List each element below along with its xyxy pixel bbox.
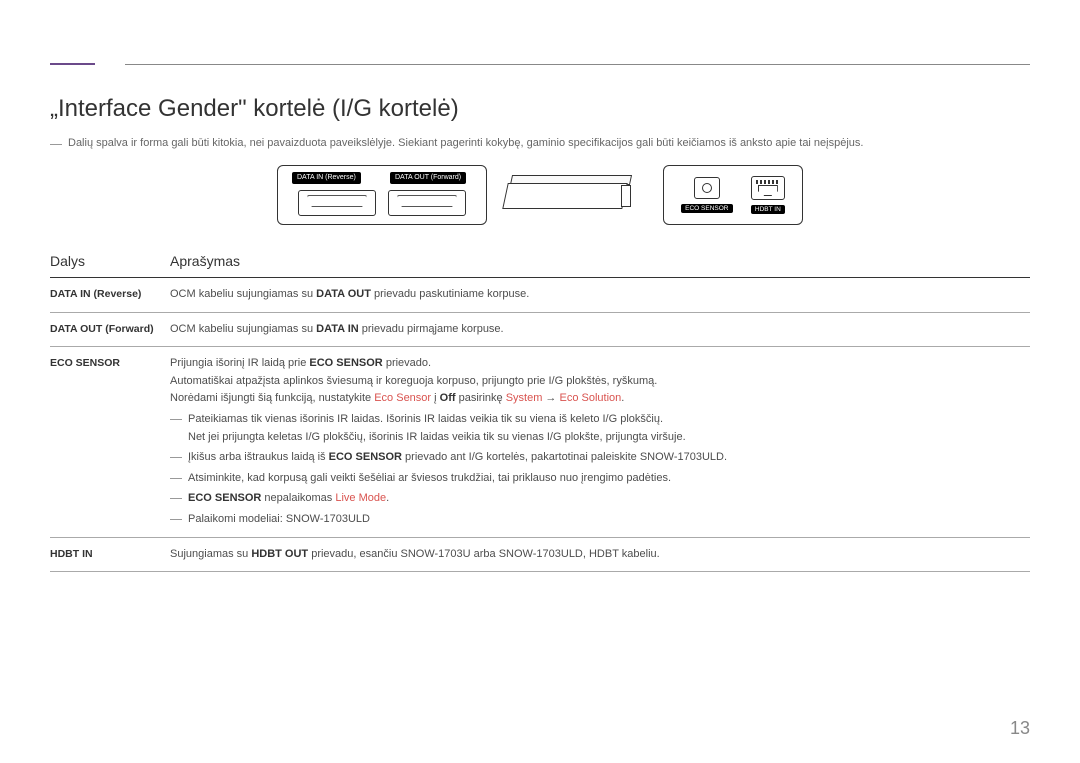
eco-sensor-label: ECO SENSOR <box>681 204 732 213</box>
eco-sensor-icon <box>694 177 720 199</box>
column-header-parts: Dalys <box>50 243 170 278</box>
hdbt-group: HDBT IN <box>751 176 785 214</box>
port-panel: DATA IN (Reverse) DATA OUT (Forward) <box>277 165 487 225</box>
note-bullet: Įkišus arba ištraukus laidą iš ECO SENSO… <box>170 449 1020 467</box>
table-row: HDBT IN Sujungiamas su HDBT OUT prievadu… <box>50 537 1030 572</box>
card-3d-icon <box>505 165 645 223</box>
note-bullet: Pateikiamas tik vienas išorinis IR laida… <box>170 411 1020 429</box>
page-number: 13 <box>1010 718 1030 739</box>
page-title: „Interface Gender" kortelė (I/G kortelė) <box>50 95 1030 123</box>
eco-sensor-group: ECO SENSOR <box>681 177 732 213</box>
part-name: ECO SENSOR <box>50 347 170 537</box>
hdbt-in-label: HDBT IN <box>751 205 785 214</box>
part-desc: Sujungiamas su HDBT OUT prievadu, esanči… <box>170 537 1030 572</box>
data-out-label: DATA OUT (Forward) <box>390 172 466 184</box>
table-row: DATA OUT (Forward) OCM kabeliu sujungiam… <box>50 312 1030 347</box>
note-sub: Net jei prijungta keletas I/G plokščių, … <box>170 429 1020 447</box>
note-bullet: ECO SENSOR nepalaikomas Live Mode. <box>170 490 1020 508</box>
hdmi-port-icon <box>388 190 466 216</box>
card-diagram <box>505 165 645 225</box>
parts-table: Dalys Aprašymas DATA IN (Reverse) OCM ka… <box>50 243 1030 572</box>
part-name: DATA OUT (Forward) <box>50 312 170 347</box>
diagram-row: DATA IN (Reverse) DATA OUT (Forward) ECO… <box>50 165 1030 225</box>
top-note: Dalių spalva ir forma gali būti kitokia,… <box>50 137 1030 149</box>
sensor-panel: ECO SENSOR HDBT IN <box>663 165 803 225</box>
page-content: „Interface Gender" kortelė (I/G kortelė)… <box>50 50 1030 572</box>
part-desc: OCM kabeliu sujungiamas su DATA OUT prie… <box>170 278 1030 313</box>
note-bullet: Palaikomi modeliai: SNOW-1703ULD <box>170 511 1020 529</box>
data-in-label: DATA IN (Reverse) <box>292 172 361 184</box>
table-row: ECO SENSOR Prijungia išorinį IR laidą pr… <box>50 347 1030 537</box>
part-desc: OCM kabeliu sujungiamas su DATA IN priev… <box>170 312 1030 347</box>
table-row: DATA IN (Reverse) OCM kabeliu sujungiama… <box>50 278 1030 313</box>
sensor-panel-diagram: ECO SENSOR HDBT IN <box>663 165 803 225</box>
port-panel-diagram: DATA IN (Reverse) DATA OUT (Forward) <box>277 165 487 225</box>
part-name: DATA IN (Reverse) <box>50 278 170 313</box>
part-name: HDBT IN <box>50 537 170 572</box>
column-header-desc: Aprašymas <box>170 243 1030 278</box>
note-bullet: Atsiminkite, kad korpusą gali veikti šeš… <box>170 470 1020 488</box>
part-desc: Prijungia išorinį IR laidą prie ECO SENS… <box>170 347 1030 537</box>
hdmi-port-icon <box>298 190 376 216</box>
rj45-port-icon <box>751 176 785 200</box>
